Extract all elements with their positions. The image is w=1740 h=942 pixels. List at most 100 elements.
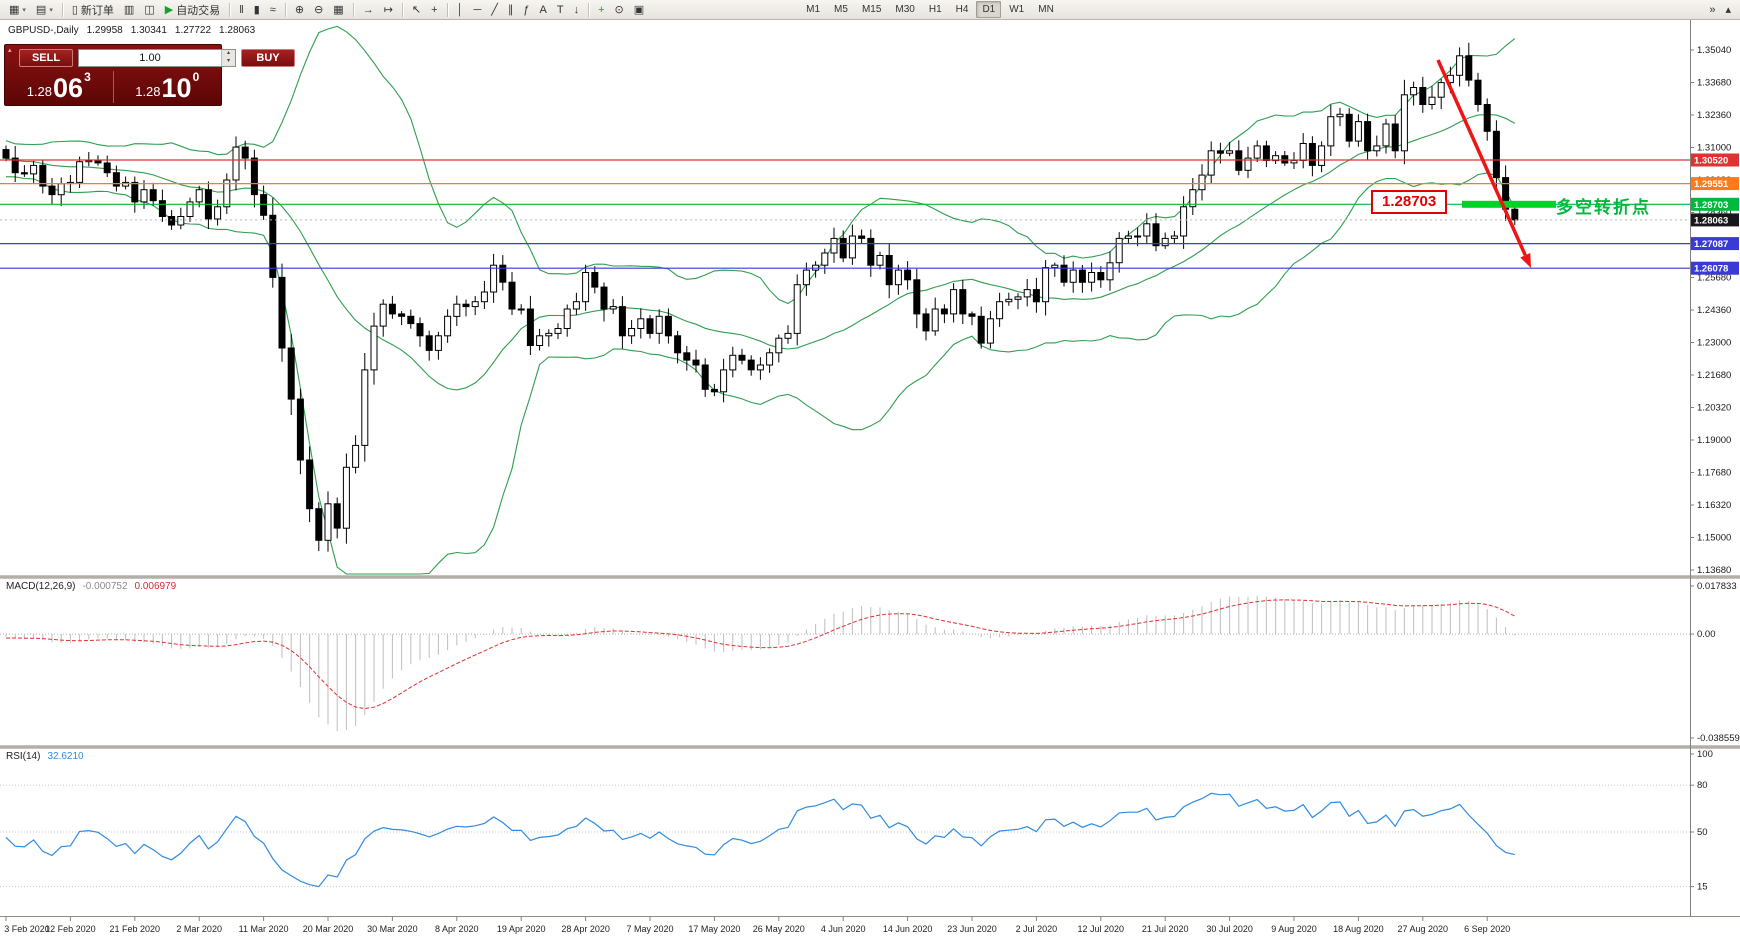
svg-text:14 Jun 2020: 14 Jun 2020 xyxy=(883,924,933,934)
trendline-button[interactable]: ╱ xyxy=(486,0,503,20)
ohlc-low: 1.27722 xyxy=(174,25,212,36)
horizontal-line-icon: ─ xyxy=(473,3,482,16)
timeframe-h4-button[interactable]: H4 xyxy=(955,4,969,15)
svg-text:21 Jul 2020: 21 Jul 2020 xyxy=(1142,924,1189,934)
collapse-toolbar-icon: ▴ xyxy=(1725,3,1731,16)
bar-chart-button[interactable]: ‖ xyxy=(234,0,249,20)
new-order-icon: ▯ xyxy=(71,3,78,16)
new-chart-icon: ▦ xyxy=(9,3,20,16)
text-label-icon: T xyxy=(556,3,564,16)
chart-profiles-caret-icon[interactable]: ▾ xyxy=(49,6,53,14)
zoom-in-button[interactable]: ⊕ xyxy=(290,0,309,20)
cursor-button[interactable]: ↖ xyxy=(407,0,426,20)
svg-text:-0.038559: -0.038559 xyxy=(1697,733,1740,744)
market-watch-button[interactable]: ▥ xyxy=(119,0,139,20)
ohlc-close: 1.28063 xyxy=(219,25,256,36)
svg-text:15: 15 xyxy=(1697,882,1708,893)
svg-text:11 Mar 2020: 11 Mar 2020 xyxy=(239,924,289,934)
equidistant-channel-icon: ∥ xyxy=(507,3,514,16)
rsi-indicator-header: RSI(14) 32.6210 xyxy=(6,751,84,762)
new-order-button[interactable]: ▯ 新订单 xyxy=(67,0,119,20)
chart-shift-button[interactable]: ↦ xyxy=(379,0,398,20)
zoom-out-button[interactable]: ⊖ xyxy=(309,0,328,20)
vertical-line-button[interactable]: │ xyxy=(452,0,469,20)
fibonacci-icon: ƒ xyxy=(523,3,530,16)
scroll-right-button[interactable]: » xyxy=(1704,0,1720,20)
templates-button[interactable]: ▣ xyxy=(629,0,649,20)
buy-button[interactable]: BUY xyxy=(241,49,295,67)
crosshair-button[interactable]: + xyxy=(426,0,442,20)
indicators-button[interactable]: + xyxy=(593,0,609,20)
toolbar-separator xyxy=(229,2,231,17)
chart-canvas[interactable]: 1.350401.336801.323601.310001.296801.283… xyxy=(0,20,1740,942)
toolbar: ▦ ▾ ▤ ▾ ▯ 新订单 ▥ ◫ ▶ 自动交易 ‖ ▮ ≈ ⊕ ⊖ ▦ → ↦ ↖ + │ ─ ╱ ∥ ƒ A T ↓ + ⊙ ▣ M1 M5… xyxy=(0,0,1740,20)
chart-area[interactable]: 1.350401.336801.323601.310001.296801.283… xyxy=(0,20,1740,942)
indicators-icon: + xyxy=(598,3,605,16)
timeframe-h1-button[interactable]: H1 xyxy=(928,4,942,15)
chart-profiles-button[interactable]: ▤ ▾ xyxy=(31,0,58,20)
volume-input[interactable] xyxy=(79,50,221,66)
timeframe-m30-button[interactable]: M30 xyxy=(895,4,915,15)
text-button[interactable]: A xyxy=(534,0,551,20)
horizontal-line-button[interactable]: ─ xyxy=(468,0,486,20)
svg-text:1.32360: 1.32360 xyxy=(1697,110,1731,121)
navigator-button[interactable]: ◫ xyxy=(139,0,159,20)
timeframe-m1-button[interactable]: M1 xyxy=(806,4,821,15)
sell-price[interactable]: 1.28 06 3 xyxy=(5,69,113,105)
timeframe-m5-button[interactable]: M5 xyxy=(834,4,848,15)
buy-price[interactable]: 1.28 10 0 xyxy=(114,69,222,105)
volume-up-icon[interactable]: ▴ xyxy=(226,50,230,56)
new-chart-button[interactable]: ▦ ▾ xyxy=(4,0,31,20)
periods-button[interactable]: ⊙ xyxy=(610,0,629,20)
new-order-label: 新订单 xyxy=(80,4,114,17)
auto-scroll-icon: → xyxy=(362,3,374,16)
line-chart-button[interactable]: ≈ xyxy=(265,0,281,20)
auto-scroll-button[interactable]: → xyxy=(358,0,379,20)
svg-text:1.27087: 1.27087 xyxy=(1694,239,1728,250)
timeframe-w1-button[interactable]: W1 xyxy=(1009,4,1025,15)
svg-text:1.17680: 1.17680 xyxy=(1697,468,1731,479)
sell-button[interactable]: SELL xyxy=(19,49,73,67)
svg-text:0.017833: 0.017833 xyxy=(1697,581,1737,592)
tile-windows-button[interactable]: ▦ xyxy=(328,0,348,20)
svg-text:1.31000: 1.31000 xyxy=(1697,143,1731,154)
svg-text:0.00: 0.00 xyxy=(1697,629,1716,640)
svg-text:1.28360: 1.28360 xyxy=(1697,208,1731,219)
sell-price-sup: 3 xyxy=(84,70,91,84)
candlestick-chart-icon: ▮ xyxy=(253,3,260,16)
candlestick-chart-button[interactable]: ▮ xyxy=(249,0,265,20)
cursor-icon: ↖ xyxy=(411,3,422,16)
volume-down-icon[interactable]: ▾ xyxy=(226,58,230,64)
autotrading-label: 自动交易 xyxy=(176,4,221,17)
collapse-toolbar-button[interactable]: ▴ xyxy=(1720,0,1736,20)
timeframe-d1-button[interactable]: D1 xyxy=(976,1,1002,18)
fibonacci-button[interactable]: ƒ xyxy=(518,0,534,20)
svg-text:100: 100 xyxy=(1697,749,1713,760)
svg-text:9 Aug 2020: 9 Aug 2020 xyxy=(1271,924,1317,934)
svg-text:3 Feb 2020: 3 Feb 2020 xyxy=(4,924,50,934)
timeframe-mn-button[interactable]: MN xyxy=(1038,4,1054,15)
line-chart-icon: ≈ xyxy=(269,3,276,16)
equidistant-channel-button[interactable]: ∥ xyxy=(503,0,519,20)
svg-text:1.16320: 1.16320 xyxy=(1697,500,1731,511)
toolbar-separator xyxy=(446,2,448,17)
macd-indicator-header: MACD(12,26,9) -0.000752 0.006979 xyxy=(6,581,176,592)
new-chart-caret-icon[interactable]: ▾ xyxy=(22,6,26,14)
bar-chart-icon: ‖ xyxy=(239,3,244,16)
chart-profiles-icon: ▤ xyxy=(35,3,47,16)
trade-panel-collapse-icon[interactable]: ▴ xyxy=(8,47,12,54)
crosshair-icon: + xyxy=(431,3,438,16)
text-label-button[interactable]: T xyxy=(552,0,569,20)
sell-price-big: 06 xyxy=(53,73,84,103)
timeframe-m15-button[interactable]: M15 xyxy=(861,4,882,15)
buy-price-big: 10 xyxy=(161,73,192,103)
arrows-button[interactable]: ↓ xyxy=(569,0,585,20)
toolbar-separator xyxy=(352,2,354,17)
svg-text:80: 80 xyxy=(1697,780,1708,791)
ohlc-high: 1.30341 xyxy=(130,25,167,36)
zoom-in-icon: ⊕ xyxy=(294,3,305,16)
svg-text:4 Jun 2020: 4 Jun 2020 xyxy=(821,924,866,934)
svg-text:2 Mar 2020: 2 Mar 2020 xyxy=(176,924,222,934)
svg-text:27 Aug 2020: 27 Aug 2020 xyxy=(1398,924,1449,934)
autotrading-button[interactable]: ▶ 自动交易 xyxy=(160,0,225,20)
